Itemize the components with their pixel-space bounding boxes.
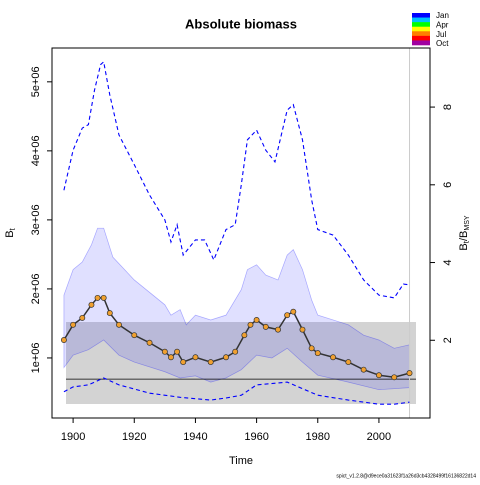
estimate-point <box>330 354 337 361</box>
estimate-point <box>284 312 291 319</box>
estimate-point <box>406 370 413 377</box>
reference-band <box>66 322 416 405</box>
y2-label-den-sub: MSY <box>464 215 471 231</box>
y2-label-num-sub: t <box>462 240 471 243</box>
estimate-point <box>79 314 86 321</box>
y2-label-den: B <box>458 231 470 238</box>
estimate-point <box>232 348 239 355</box>
y2-tick-label: 4 <box>442 259 454 265</box>
x-tick-label: 1920 <box>122 431 146 443</box>
estimate-point <box>241 332 248 339</box>
estimate-point <box>253 317 260 323</box>
footnote: spict_v1.2.8@d9ece0a31623f1a26d3cb432849… <box>336 473 476 479</box>
plot-area <box>60 48 416 418</box>
x-axis-label: Time <box>229 455 253 467</box>
estimate-point <box>168 354 174 361</box>
dashed-line <box>63 377 410 405</box>
estimate-point <box>314 350 321 357</box>
x-tick-label: 1900 <box>61 431 85 443</box>
estimate-point <box>88 301 95 308</box>
estimate-point <box>161 348 168 355</box>
estimate-point <box>275 326 281 333</box>
estimate-line <box>63 297 410 379</box>
y-axis-label-main: B <box>4 230 16 237</box>
estimate-point <box>174 348 181 355</box>
plot-frame <box>51 47 431 419</box>
legend-swatch <box>412 22 430 28</box>
estimate-point <box>345 359 352 366</box>
estimate-point <box>207 359 214 366</box>
y-tick-label: 2e+06 <box>30 273 42 304</box>
estimate-point <box>299 326 306 333</box>
x-tick-label: 1960 <box>244 431 268 443</box>
ci-band <box>63 227 410 391</box>
estimate-point <box>290 308 297 315</box>
y2-axis-label: Bt/BMSY <box>458 215 471 250</box>
y2-label-num: B <box>458 243 470 250</box>
y2-tick-label: 2 <box>442 337 454 343</box>
estimate-point <box>146 339 153 346</box>
y2-tick-label: 6 <box>442 182 454 188</box>
legend-label: Jul <box>436 30 446 39</box>
legend-label: Oct <box>436 39 449 48</box>
y-tick-label: 4e+06 <box>30 135 42 166</box>
x-tick-label: 1940 <box>183 431 207 443</box>
estimate-point <box>131 332 138 339</box>
legend-swatch <box>412 31 430 37</box>
x-tick-label: 2000 <box>367 431 391 443</box>
y-tick-label: 1e+06 <box>30 342 42 373</box>
estimate-point <box>94 294 101 301</box>
legend-swatch <box>412 35 430 41</box>
estimate-point <box>180 359 187 366</box>
y2-tick-label: 8 <box>442 104 454 110</box>
legend-swatch <box>412 26 430 32</box>
estimate-point <box>223 354 229 361</box>
legend-label: Apr <box>436 20 449 29</box>
estimate-point <box>375 372 382 379</box>
estimate-point <box>192 354 199 361</box>
estimate-point <box>60 337 67 343</box>
y-tick-label: 5e+06 <box>30 66 42 97</box>
legend-label: Jan <box>436 11 449 20</box>
y-axis-label-sub: t <box>8 227 17 230</box>
estimate-point <box>360 366 367 373</box>
legend-swatch <box>412 40 430 46</box>
legend-swatch <box>412 17 430 23</box>
estimate-point <box>308 345 315 352</box>
estimate-point <box>391 374 398 381</box>
y2-label-sep: / <box>458 237 470 241</box>
estimate-point <box>106 310 113 317</box>
estimate-point <box>100 294 107 301</box>
estimate-point <box>247 321 254 328</box>
estimate-point <box>116 321 122 328</box>
y-tick-label: 3e+06 <box>30 204 42 235</box>
chart-title: Absolute biomass <box>185 16 297 31</box>
legend-swatch <box>412 13 430 18</box>
estimate-point <box>70 321 77 328</box>
dashed-line <box>63 60 410 299</box>
x-tick-label: 1980 <box>306 431 330 443</box>
y-axis-label: Bt <box>4 227 17 237</box>
estimate-point <box>262 323 269 330</box>
